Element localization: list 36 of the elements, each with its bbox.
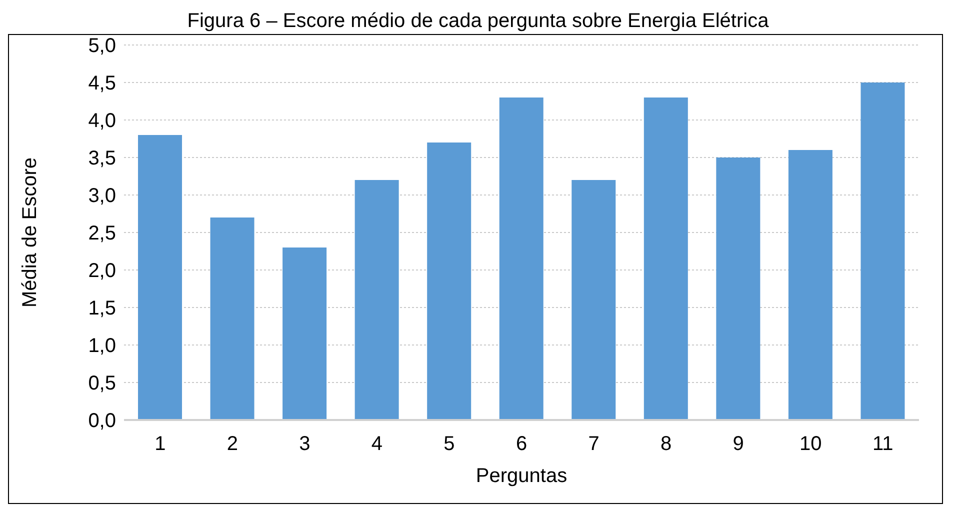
y-tick-label: 4,0 (88, 110, 116, 132)
bar (210, 218, 254, 420)
x-tick-label: 1 (154, 433, 166, 456)
chart-title: Figura 6 – Escore médio de cada pergunta sobre Energia Elétrica (186, 9, 770, 34)
x-tick-label: 10 (799, 433, 822, 456)
x-tick-label: 4 (371, 433, 383, 456)
y-tick-label: 4,5 (88, 72, 116, 95)
y-tick-label: 1,5 (88, 298, 116, 320)
y-tick-label: 2,0 (88, 260, 116, 282)
x-tick-label: 6 (516, 433, 528, 456)
bar (716, 158, 760, 420)
bar (572, 180, 616, 420)
bar (282, 248, 327, 420)
y-tick-label: 0,5 (88, 372, 116, 395)
bar (499, 98, 544, 420)
bar (788, 150, 832, 420)
y-tick-label: 3,5 (88, 148, 116, 170)
y-tick-label: 1,0 (88, 335, 116, 358)
y-tick-label: 5,0 (88, 35, 116, 58)
y-tick-label: 2,5 (88, 222, 116, 245)
x-axis-title: Perguntas (476, 465, 568, 487)
x-tick-label: 2 (226, 433, 238, 456)
bar (427, 142, 472, 420)
x-tick-label: 5 (444, 433, 455, 456)
y-axis-title: Média de Escore (19, 157, 42, 308)
x-tick-label: 3 (299, 433, 310, 456)
y-tick-label: 0,0 (88, 410, 116, 432)
x-tick-label: 9 (732, 433, 744, 456)
bar (354, 180, 399, 420)
bar (138, 135, 182, 420)
x-tick-label: 8 (660, 433, 672, 456)
bar (644, 98, 688, 420)
x-tick-label: 7 (588, 433, 600, 456)
bar (860, 82, 905, 420)
x-tick-label: 11 (872, 433, 894, 456)
y-tick-label: 3,0 (88, 185, 116, 208)
